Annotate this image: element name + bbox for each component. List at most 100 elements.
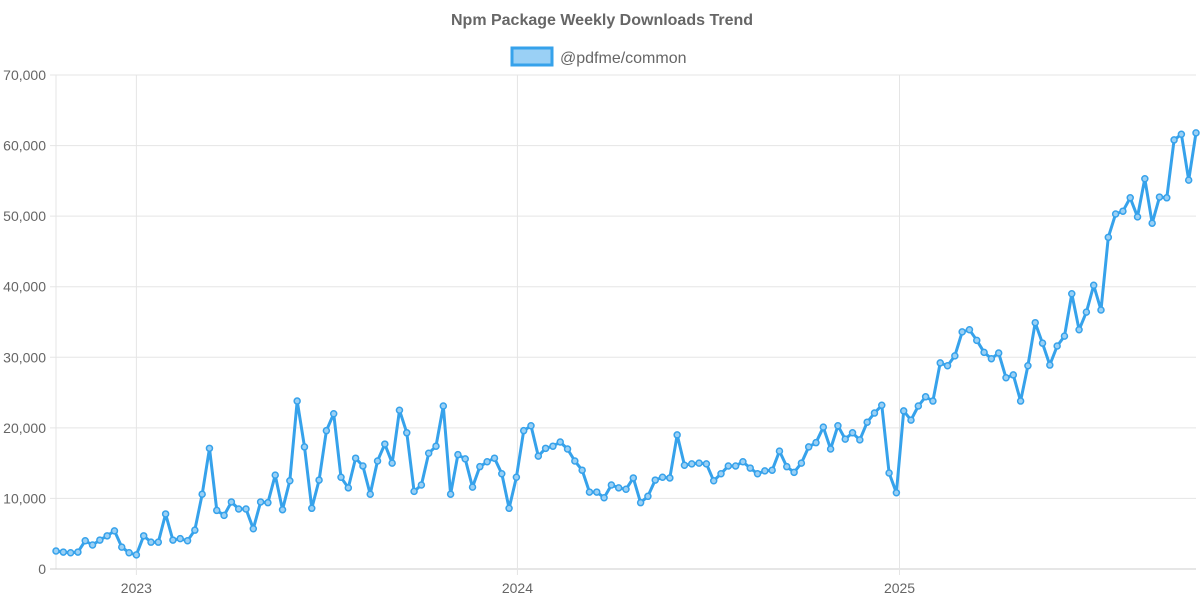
y-tick-label: 50,000 <box>3 208 46 224</box>
data-point <box>885 469 893 477</box>
data-point <box>622 485 630 494</box>
data-points <box>52 129 1200 559</box>
chart-title: Npm Package Weekly Downloads Trend <box>451 12 753 29</box>
data-point <box>783 462 791 471</box>
data-point <box>921 393 930 401</box>
data-point <box>286 477 294 485</box>
data-point <box>826 445 835 453</box>
data-point <box>220 511 228 520</box>
data-point <box>1082 308 1091 316</box>
legend-swatch <box>510 46 554 67</box>
data-point <box>373 457 382 465</box>
data-point <box>717 469 725 478</box>
data-point <box>673 431 681 439</box>
data-point <box>600 493 608 502</box>
data-point <box>439 402 448 410</box>
data-point <box>1060 332 1069 340</box>
data-point <box>1133 213 1142 221</box>
x-tick-label: 2025 <box>884 580 915 596</box>
y-tick-label: 60,000 <box>3 138 46 154</box>
data-point <box>731 462 740 470</box>
data-point <box>161 510 170 518</box>
data-point <box>337 473 345 482</box>
data-point <box>702 460 711 468</box>
data-point <box>52 547 60 555</box>
data-point <box>125 549 133 557</box>
data-point <box>490 454 499 462</box>
data-point <box>688 460 696 468</box>
legend[interactable]: @pdfme/common <box>510 46 687 67</box>
data-point <box>381 440 389 448</box>
data-point <box>958 328 966 336</box>
gridlines <box>50 74 1196 575</box>
data-point <box>724 462 733 470</box>
data-point <box>892 489 901 497</box>
data-point <box>483 457 491 466</box>
data-point <box>1141 174 1149 183</box>
data-point <box>110 527 119 535</box>
data-point <box>410 487 418 496</box>
x-axis: 2023 2024 2025 <box>121 580 915 596</box>
data-point <box>1024 362 1032 370</box>
data-point <box>812 438 820 447</box>
y-tick-label: 10,000 <box>3 490 46 506</box>
data-point <box>578 466 586 474</box>
y-tick-label: 70,000 <box>3 67 46 83</box>
data-point <box>300 443 309 451</box>
data-point <box>1155 193 1164 201</box>
data-point <box>315 476 323 484</box>
data-point <box>183 537 192 545</box>
data-point <box>797 459 806 467</box>
data-point <box>1184 176 1193 184</box>
data-point <box>651 476 659 484</box>
x-tick-label: 2024 <box>502 580 533 596</box>
data-point <box>271 471 279 479</box>
data-point <box>790 468 798 477</box>
data-point <box>468 483 477 491</box>
data-point <box>593 488 601 496</box>
data-point <box>132 551 141 559</box>
data-point <box>1192 129 1200 137</box>
data-point <box>1068 290 1076 298</box>
data-point <box>914 402 923 410</box>
data-point <box>709 477 718 485</box>
data-point <box>899 407 908 415</box>
data-point <box>118 543 126 551</box>
data-point <box>841 435 849 443</box>
data-point <box>943 362 952 370</box>
data-point <box>607 481 616 489</box>
data-point <box>1111 210 1120 218</box>
data-point <box>563 445 572 453</box>
data-point <box>1046 361 1054 369</box>
data-point <box>176 534 184 543</box>
data-point <box>834 421 842 430</box>
data-point <box>936 359 944 367</box>
data-point <box>191 526 199 534</box>
data-point <box>541 444 550 453</box>
data-point <box>848 429 857 437</box>
data-point <box>139 532 148 540</box>
data-point <box>695 459 703 467</box>
data-point <box>432 442 440 450</box>
data-point <box>585 488 594 496</box>
data-point <box>227 498 236 506</box>
data-point <box>81 537 89 545</box>
data-point <box>1031 318 1039 327</box>
data-point <box>461 455 469 463</box>
y-tick-label: 40,000 <box>3 279 46 295</box>
data-point <box>1119 207 1127 215</box>
y-tick-label: 0 <box>38 561 46 577</box>
data-point <box>498 469 506 478</box>
data-point <box>59 548 68 556</box>
data-point <box>505 504 513 513</box>
data-point <box>739 457 747 466</box>
data-point <box>644 492 652 501</box>
data-point <box>534 452 543 460</box>
data-point <box>476 462 484 471</box>
data-point <box>556 438 564 446</box>
y-axis: 0 10,000 20,000 30,000 40,000 50,000 60,000 70,… <box>3 67 46 577</box>
data-point <box>980 348 988 357</box>
data-point <box>1148 219 1156 227</box>
